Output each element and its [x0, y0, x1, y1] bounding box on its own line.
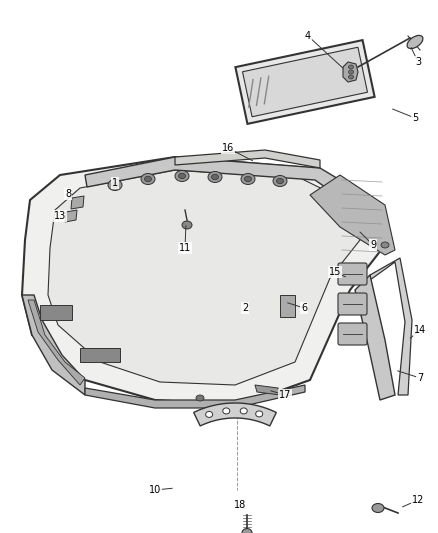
Ellipse shape — [276, 178, 283, 184]
Text: 6: 6 — [301, 303, 307, 313]
Ellipse shape — [349, 70, 353, 74]
Polygon shape — [370, 258, 412, 395]
Polygon shape — [355, 275, 395, 400]
Ellipse shape — [349, 75, 353, 79]
Text: 11: 11 — [179, 243, 191, 253]
Ellipse shape — [175, 171, 189, 182]
Text: 2: 2 — [242, 303, 248, 313]
Polygon shape — [40, 305, 72, 320]
Polygon shape — [255, 385, 280, 395]
Ellipse shape — [112, 182, 119, 188]
Ellipse shape — [372, 504, 384, 513]
Polygon shape — [28, 300, 85, 385]
FancyBboxPatch shape — [338, 323, 367, 345]
Ellipse shape — [256, 411, 263, 417]
Polygon shape — [310, 175, 395, 255]
Polygon shape — [343, 62, 358, 82]
Polygon shape — [22, 157, 385, 405]
Ellipse shape — [262, 387, 268, 392]
Polygon shape — [65, 210, 77, 222]
Text: 12: 12 — [412, 495, 424, 505]
Text: 16: 16 — [222, 143, 234, 153]
Text: 13: 13 — [54, 211, 66, 221]
Ellipse shape — [145, 176, 152, 182]
Text: 4: 4 — [305, 31, 311, 41]
Text: 15: 15 — [329, 267, 341, 277]
Polygon shape — [71, 196, 84, 209]
Ellipse shape — [208, 172, 222, 182]
Polygon shape — [85, 385, 305, 408]
Text: 7: 7 — [417, 373, 423, 383]
Polygon shape — [235, 40, 374, 124]
Ellipse shape — [182, 221, 192, 229]
Text: 5: 5 — [412, 113, 418, 123]
Ellipse shape — [242, 529, 252, 533]
Ellipse shape — [141, 174, 155, 184]
Text: 8: 8 — [65, 189, 71, 199]
Ellipse shape — [179, 173, 186, 179]
Ellipse shape — [212, 174, 219, 180]
Bar — [280, 295, 295, 317]
Ellipse shape — [244, 176, 251, 182]
Text: 14: 14 — [414, 325, 426, 335]
Polygon shape — [85, 157, 370, 208]
FancyBboxPatch shape — [338, 293, 367, 315]
Polygon shape — [194, 403, 276, 426]
Ellipse shape — [381, 242, 389, 248]
FancyBboxPatch shape — [338, 263, 367, 285]
Text: 18: 18 — [234, 500, 246, 510]
Ellipse shape — [223, 408, 230, 414]
Ellipse shape — [273, 175, 287, 187]
Polygon shape — [80, 348, 120, 362]
Polygon shape — [48, 170, 360, 385]
Polygon shape — [175, 150, 320, 168]
Ellipse shape — [241, 174, 255, 184]
Polygon shape — [22, 295, 85, 395]
Ellipse shape — [108, 180, 122, 190]
Text: 1: 1 — [112, 178, 118, 188]
Text: 17: 17 — [279, 390, 291, 400]
Ellipse shape — [349, 65, 353, 69]
Ellipse shape — [206, 411, 212, 417]
Text: 10: 10 — [149, 485, 161, 495]
Ellipse shape — [407, 35, 423, 49]
Polygon shape — [243, 47, 367, 117]
Text: 3: 3 — [415, 57, 421, 67]
Ellipse shape — [240, 408, 247, 414]
Text: 9: 9 — [370, 240, 376, 250]
Ellipse shape — [196, 395, 204, 401]
